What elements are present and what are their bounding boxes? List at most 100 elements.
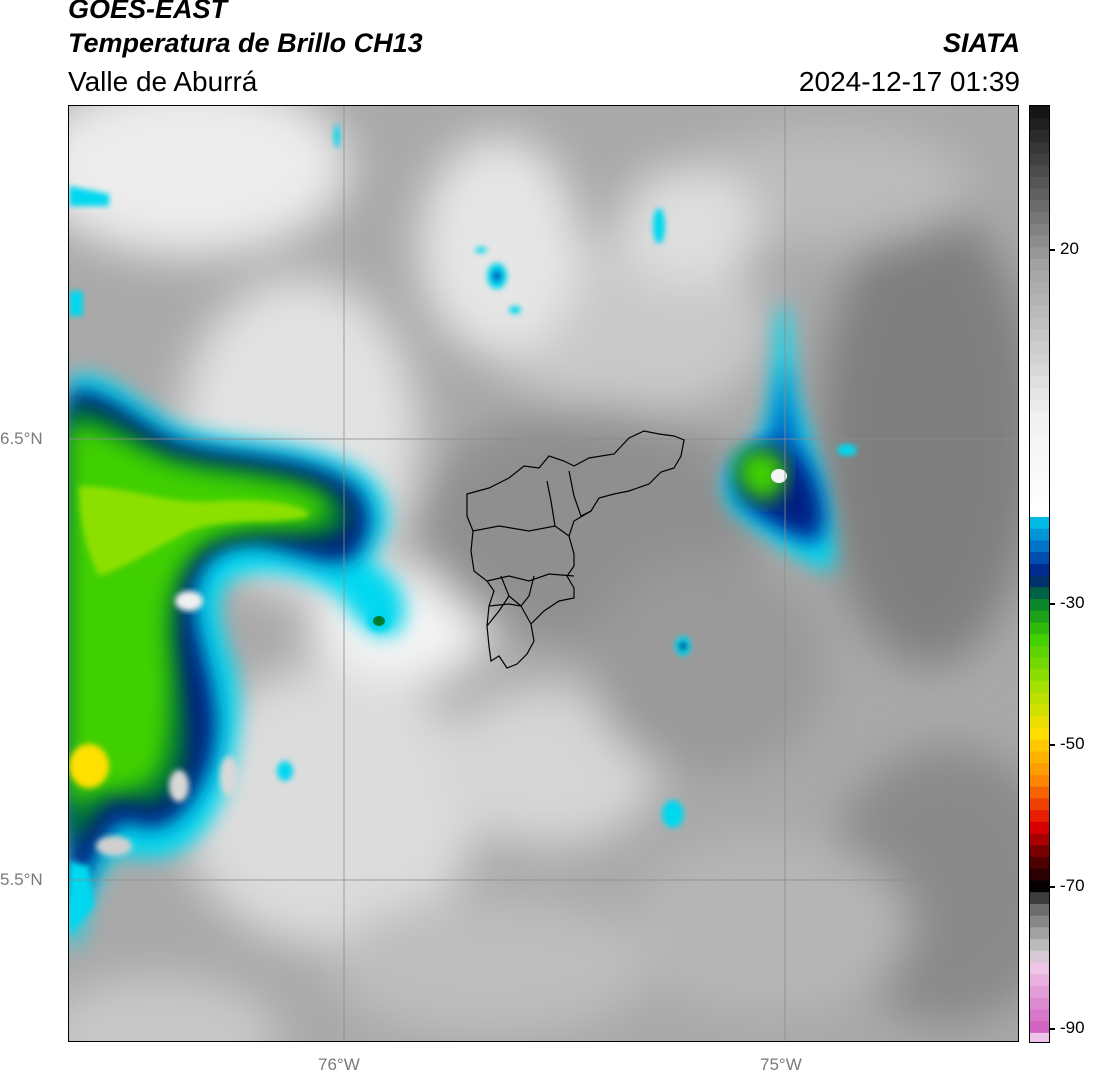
- colorbar-band: [1030, 1020, 1049, 1033]
- colorbar: [1029, 105, 1050, 1043]
- colorbar-band: [1030, 434, 1049, 447]
- colorbar-band: [1030, 504, 1049, 517]
- satellite-title: GOES-EAST: [68, 0, 228, 24]
- colorbar-tick: [1049, 744, 1055, 746]
- colorbar-band: [1030, 141, 1049, 154]
- colorbar-canvas: [1030, 106, 1049, 1042]
- colorbar-band: [1030, 856, 1049, 869]
- colorbar-band: [1030, 317, 1049, 330]
- product-title: Temperatura de Brillo CH13: [68, 28, 423, 58]
- satellite-map[interactable]: [68, 105, 1019, 1042]
- colorbar-band: [1030, 528, 1049, 541]
- colorbar-band: [1030, 129, 1049, 142]
- colorbar-band: [1030, 1032, 1049, 1042]
- colorbar-tick: [1049, 886, 1055, 888]
- colorbar-band: [1030, 387, 1049, 400]
- colorbar-band: [1030, 575, 1049, 588]
- colorbar-band: [1030, 422, 1049, 435]
- colorbar-band: [1030, 246, 1049, 260]
- colorbar-band: [1030, 762, 1049, 775]
- colorbar-band: [1030, 903, 1049, 916]
- colorbar-band: [1030, 117, 1049, 131]
- colorbar-band: [1030, 410, 1049, 424]
- colorbar-band: [1030, 551, 1049, 564]
- lat-tick-label: 5.5°N: [0, 870, 43, 889]
- colorbar-tick: [1049, 1028, 1055, 1030]
- colorbar-band: [1030, 223, 1049, 236]
- colorbar-band: [1030, 270, 1049, 283]
- colorbar-band: [1030, 633, 1049, 646]
- brand-label: SIATA: [943, 28, 1020, 58]
- colorbar-band: [1030, 481, 1049, 494]
- colorbar-band: [1030, 539, 1049, 553]
- cloud-west: [69, 186, 405, 947]
- colorbar-band: [1030, 598, 1049, 611]
- boundary-line: [546, 480, 556, 527]
- timestamp-label: 2024-12-17 01:39: [798, 66, 1020, 97]
- colorbar-band: [1030, 657, 1049, 670]
- colorbar-band: [1030, 891, 1049, 904]
- colorbar-band: [1030, 106, 1049, 119]
- colorbar-band: [1030, 293, 1049, 306]
- map-canvas: [69, 106, 1018, 1041]
- gray-texture: [69, 106, 1018, 1041]
- colorbar-band: [1030, 199, 1049, 213]
- colorbar-tick-label: -50: [1060, 734, 1085, 753]
- colorbar-band: [1030, 492, 1049, 506]
- lon-tick-label: 75°W: [760, 1055, 802, 1074]
- colorbar-tick: [1049, 249, 1055, 251]
- colorbar-band: [1030, 915, 1049, 928]
- colorbar-band: [1030, 363, 1049, 377]
- boundary-line: [486, 595, 510, 627]
- colorbar-band: [1030, 809, 1049, 822]
- boundary-line: [488, 603, 532, 625]
- colorbar-band: [1030, 774, 1049, 787]
- colorbar-band: [1030, 645, 1049, 658]
- colorbar-band: [1030, 739, 1049, 752]
- colorbar-band: [1030, 516, 1049, 529]
- boundary-line: [568, 470, 592, 517]
- colorbar-band: [1030, 727, 1049, 740]
- graticule: [69, 106, 1018, 1041]
- colorbar-band: [1030, 997, 1049, 1010]
- colorbar-band: [1030, 586, 1049, 600]
- colorbar-band: [1030, 950, 1049, 963]
- region-subtitle: Valle de Aburrá: [68, 66, 258, 97]
- colorbar-band: [1030, 926, 1049, 940]
- colorbar-band: [1030, 399, 1049, 412]
- colorbar-band: [1030, 973, 1049, 986]
- colorbar-band: [1030, 985, 1049, 998]
- colorbar-band: [1030, 152, 1049, 166]
- colorbar-band: [1030, 715, 1049, 729]
- aburra-boundaries: [466, 430, 685, 669]
- colorbar-band: [1030, 703, 1049, 717]
- colorbar-band: [1030, 797, 1049, 811]
- colorbar-tick: [1049, 603, 1055, 605]
- colorbar-band: [1030, 164, 1049, 177]
- colorbar-band: [1030, 563, 1049, 576]
- colorbar-band: [1030, 340, 1049, 353]
- colorbar-band: [1030, 961, 1049, 975]
- colorbar-band: [1030, 786, 1049, 799]
- colorbar-band: [1030, 176, 1049, 189]
- colorbar-band: [1030, 281, 1049, 295]
- colorbar-band: [1030, 879, 1049, 893]
- colorbar-band: [1030, 211, 1049, 224]
- colorbar-band: [1030, 352, 1049, 365]
- colorbar-band: [1030, 469, 1049, 482]
- colorbar-tick-label: -70: [1060, 876, 1085, 895]
- colorbar-band: [1030, 258, 1049, 271]
- colorbar-band: [1030, 750, 1049, 764]
- lat-tick-label: 6.5°N: [0, 429, 43, 448]
- colorbar-band: [1030, 621, 1049, 635]
- colorbar-band: [1030, 1008, 1049, 1022]
- colorbar-band: [1030, 375, 1049, 388]
- colorbar-band: [1030, 832, 1049, 846]
- colorbar-band: [1030, 844, 1049, 857]
- cloud-east: [724, 301, 857, 571]
- colorbar-tick-label: 20: [1060, 239, 1079, 258]
- colorbar-tick-label: -90: [1060, 1018, 1085, 1037]
- colorbar-band: [1030, 692, 1049, 705]
- colorbar-band: [1030, 457, 1049, 471]
- colorbar-band: [1030, 328, 1049, 342]
